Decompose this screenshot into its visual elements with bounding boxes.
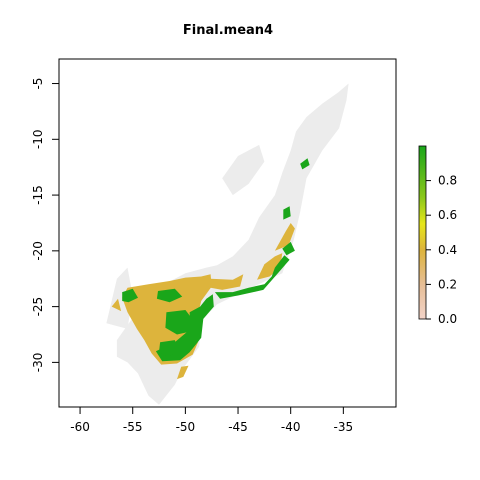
map-region-8 [111,298,122,312]
x-tick-label: -45 [228,420,248,434]
x-axis: -60 -55 -50 -45 -40 -35 [70,407,353,434]
map-region-16 [283,206,291,220]
map-region-2 [106,267,133,329]
map-region-15 [282,241,295,256]
x-tick-label: -40 [281,420,301,434]
map-region-14 [122,288,138,303]
y-tick-label: -5 [31,78,45,90]
map-region-10 [214,255,290,299]
colorbar [418,145,427,320]
x-tick-label: -55 [123,420,143,434]
colorbar-tick-label: 0.0 [438,312,457,326]
map-region-4 [210,274,244,290]
y-tick-label: -20 [31,241,45,261]
colorbar-ticks: 0.0 0.2 0.4 0.6 0.8 [426,174,457,326]
map-region-5 [257,253,283,280]
map-region-6 [274,223,295,251]
colorbar-tick-label: 0.2 [438,277,457,291]
map-regions [106,83,349,405]
map-region-17 [300,158,310,170]
map-region-12 [159,340,180,357]
map-region-11 [165,310,195,335]
colorbar-tick-label: 0.4 [438,243,457,257]
map-region-7 [177,365,189,380]
x-tick-label: -50 [176,420,196,434]
y-tick-label: -10 [31,130,45,150]
map-title: Final.mean4 [183,23,273,38]
colorbar-tick-label: 0.6 [438,208,457,222]
y-tick-label: -30 [31,353,45,373]
x-tick-label: -60 [70,420,90,434]
map-region-1 [222,144,265,196]
x-tick-label: -35 [334,420,354,434]
map-region-13 [156,288,183,303]
plot-frame [58,58,397,408]
y-axis: -5 -10 -15 -20 -25 -30 [31,78,59,373]
colorbar-tick-label: 0.8 [438,174,457,188]
y-tick-label: -25 [31,297,45,317]
y-tick-label: -15 [31,185,45,205]
map-region-0 [116,83,349,405]
